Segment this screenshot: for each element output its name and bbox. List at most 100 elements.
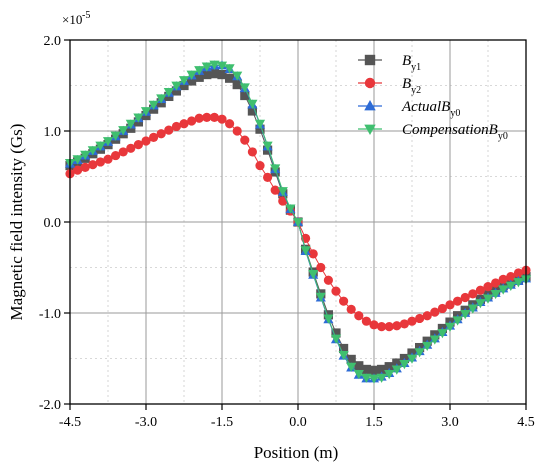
- legend-item: By1: [358, 53, 421, 73]
- data-point: [133, 140, 143, 150]
- data-point: [217, 69, 227, 80]
- data-point: [361, 373, 372, 383]
- x-tick-label: 4.5: [517, 415, 535, 430]
- data-point: [239, 83, 250, 93]
- data-point: [415, 313, 425, 324]
- y-tick-label: 0.0: [44, 216, 62, 231]
- data-point: [118, 147, 128, 157]
- data-point: [72, 155, 83, 165]
- data-point: [368, 374, 380, 384]
- data-point: [384, 322, 394, 332]
- data-point: [125, 119, 136, 130]
- x-tick-label: -3.0: [135, 415, 157, 430]
- series-layer: [64, 60, 532, 384]
- data-point: [316, 262, 326, 273]
- data-point: [95, 141, 106, 151]
- data-point: [88, 160, 98, 170]
- data-point: [505, 281, 516, 291]
- data-point: [376, 373, 387, 383]
- data-point: [369, 320, 379, 330]
- y-tick-label: -2.0: [39, 398, 61, 413]
- data-point: [331, 286, 341, 296]
- data-point: [270, 185, 280, 195]
- data-point: [194, 66, 205, 76]
- data-point: [452, 316, 463, 326]
- data-point: [482, 294, 494, 304]
- data-point: [391, 365, 402, 375]
- data-point: [209, 112, 219, 122]
- data-point: [460, 310, 471, 320]
- legend-label: CompensationBy0: [402, 122, 508, 142]
- axis-ticks: -4.5 -3.0 -1.5 0.0 1.5 3.0 4.5 -2.0 -1.0 0.0 1.0 2.…: [39, 34, 535, 430]
- data-point: [178, 76, 190, 86]
- data-point: [506, 272, 516, 282]
- series-CompensationB-y0: [64, 60, 532, 384]
- data-point: [498, 274, 508, 284]
- data-point: [468, 289, 478, 299]
- data-point: [254, 119, 266, 130]
- data-point: [308, 269, 319, 280]
- data-point: [201, 62, 212, 72]
- data-point: [353, 370, 364, 380]
- data-point: [513, 268, 524, 278]
- x-tick-label: 0.0: [289, 415, 307, 430]
- data-point: [232, 79, 242, 90]
- data-point: [354, 361, 364, 371]
- data-point: [202, 112, 212, 122]
- x-tick-label: -1.5: [211, 415, 233, 430]
- data-point: [467, 304, 478, 314]
- legend-item: ActualBy0: [358, 99, 460, 119]
- data-point: [149, 132, 159, 142]
- data-point: [186, 70, 197, 80]
- data-point: [277, 187, 288, 197]
- data-point: [346, 354, 356, 365]
- data-point: [460, 292, 470, 303]
- data-point: [187, 76, 197, 86]
- data-point: [156, 94, 167, 104]
- data-point: [361, 316, 371, 326]
- data-point: [73, 165, 83, 175]
- data-point: [339, 343, 349, 354]
- data-point: [247, 99, 258, 109]
- data-point: [339, 296, 349, 306]
- data-point: [163, 87, 174, 98]
- data-point: [133, 113, 144, 123]
- data-point: [247, 106, 257, 116]
- data-point: [384, 362, 394, 372]
- data-point: [392, 321, 402, 331]
- data-point: [103, 154, 113, 164]
- data-point: [87, 146, 98, 156]
- data-point: [330, 334, 342, 344]
- data-point: [323, 275, 333, 285]
- data-point: [202, 69, 212, 80]
- data-point: [422, 341, 433, 352]
- data-point: [247, 147, 257, 157]
- data-point: [406, 354, 418, 364]
- data-point: [140, 107, 152, 117]
- x-tick-label: 1.5: [365, 415, 383, 430]
- data-point: [331, 328, 341, 338]
- data-point: [209, 69, 219, 79]
- data-point: [429, 335, 440, 345]
- data-point: [338, 350, 349, 361]
- data-point: [156, 129, 166, 139]
- data-point: [111, 150, 121, 161]
- data-point: [513, 278, 524, 288]
- grid-lines: [70, 40, 526, 404]
- data-point: [369, 365, 379, 375]
- data-point: [164, 125, 174, 135]
- data-point: [209, 60, 220, 70]
- data-point: [194, 113, 204, 123]
- data-point: [475, 285, 485, 295]
- legend: By1 By2 ActualBy0 CompensationBy0: [358, 53, 508, 142]
- y-axis-label: Magnetic field intensity (Gs): [7, 124, 26, 321]
- data-point: [384, 370, 395, 380]
- data-point: [232, 126, 242, 136]
- data-point: [216, 61, 228, 71]
- x-axis-label: Position (m): [254, 443, 339, 462]
- data-point: [300, 246, 311, 256]
- data-point: [217, 114, 227, 124]
- data-point: [498, 285, 509, 295]
- x-tick-label: 3.0: [441, 415, 459, 430]
